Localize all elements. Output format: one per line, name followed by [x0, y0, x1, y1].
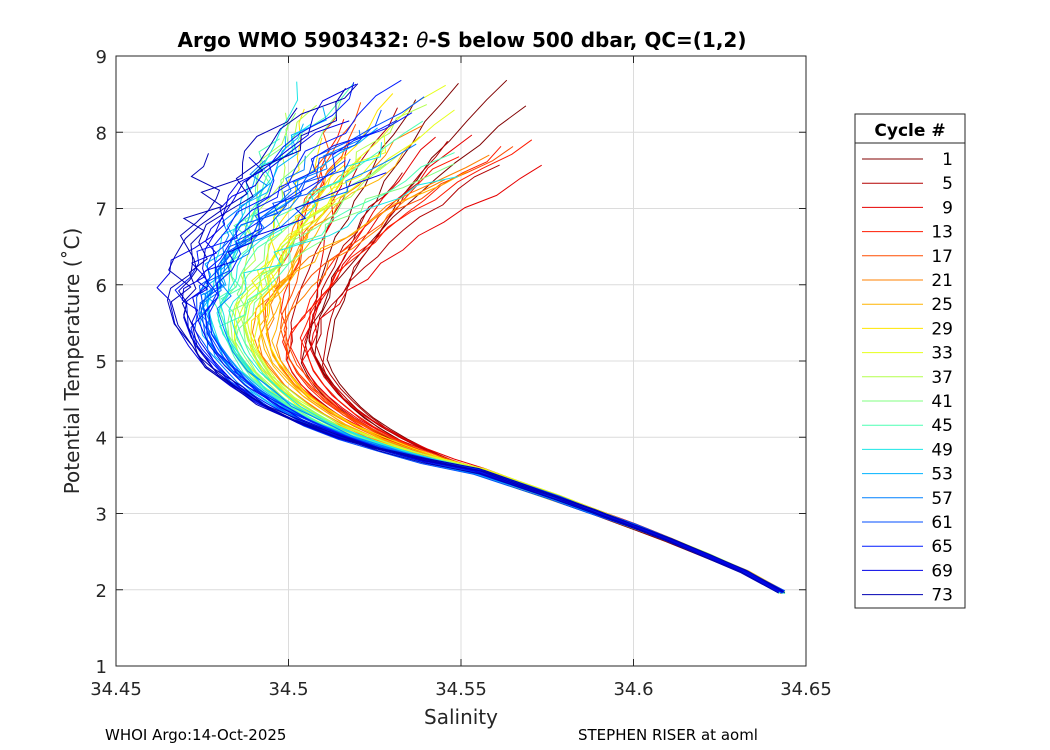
x-tick-label: 34.55 — [435, 679, 487, 700]
legend-label-cycle-65: 65 — [931, 537, 953, 557]
profile-series — [156, 79, 786, 595]
legend-label-cycle-73: 73 — [931, 586, 953, 606]
x-tick-label: 34.5 — [268, 679, 308, 700]
y-tick-label: 9 — [96, 47, 107, 68]
y-tick-label: 1 — [96, 657, 107, 678]
legend-label-cycle-9: 9 — [942, 198, 953, 218]
legend-label-cycle-21: 21 — [931, 271, 953, 291]
legend-label-cycle-41: 41 — [931, 392, 953, 412]
legend-label-cycle-29: 29 — [931, 319, 953, 339]
y-tick-label: 2 — [96, 581, 107, 602]
x-tick-label: 34.6 — [613, 679, 653, 700]
legend-label-cycle-57: 57 — [931, 489, 953, 509]
legend-label-cycle-1: 1 — [942, 150, 953, 170]
y-tick-label: 8 — [96, 123, 107, 144]
legend-label-cycle-13: 13 — [931, 223, 953, 243]
legend-label-cycle-69: 69 — [931, 561, 953, 581]
footer-pi: STEPHEN RISER at aoml — [578, 726, 758, 744]
profile-line-cycle-53 — [199, 127, 785, 593]
legend-label-cycle-33: 33 — [931, 344, 953, 364]
legend-label-cycle-17: 17 — [931, 247, 953, 267]
legend-label-cycle-25: 25 — [931, 295, 953, 315]
x-tick-label: 34.45 — [90, 679, 142, 700]
legend-label-cycle-61: 61 — [931, 513, 953, 533]
legend-label-cycle-53: 53 — [931, 465, 953, 485]
y-tick-label: 7 — [96, 200, 107, 221]
y-axis-label: Potential Temperature (˚C) — [60, 228, 84, 495]
footer-source: WHOI Argo:14-Oct-2025 — [105, 726, 287, 744]
profile-line-cycle-73 — [181, 88, 779, 594]
y-tick-label: 3 — [96, 505, 107, 526]
axis-ticks: 34.45 34.5 34.55 34.6 34.65 1 2 3 4 5 6 7 8 9 — [90, 47, 832, 700]
legend-label-cycle-49: 49 — [931, 440, 953, 460]
legend: Cycle # 1 5 9 13 17 21 25 29 33 37 41 45 49 53 57 61 65 69… — [854, 113, 966, 609]
y-tick-label: 5 — [96, 352, 107, 373]
chart-title: Argo WMO 5903432: θ-S below 500 dbar, QC… — [178, 28, 747, 52]
x-tick-label: 34.65 — [780, 679, 832, 700]
grid-lines — [116, 56, 806, 666]
legend-box — [854, 113, 966, 609]
x-axis-label: Salinity — [424, 705, 498, 729]
legend-title: Cycle # — [874, 121, 945, 141]
legend-label-cycle-5: 5 — [942, 174, 953, 194]
legend-label-cycle-45: 45 — [931, 416, 953, 436]
y-tick-label: 4 — [96, 428, 107, 449]
profile-line-cycle-73 — [168, 83, 783, 592]
legend-label-cycle-37: 37 — [931, 368, 953, 388]
y-tick-label: 6 — [96, 276, 107, 297]
